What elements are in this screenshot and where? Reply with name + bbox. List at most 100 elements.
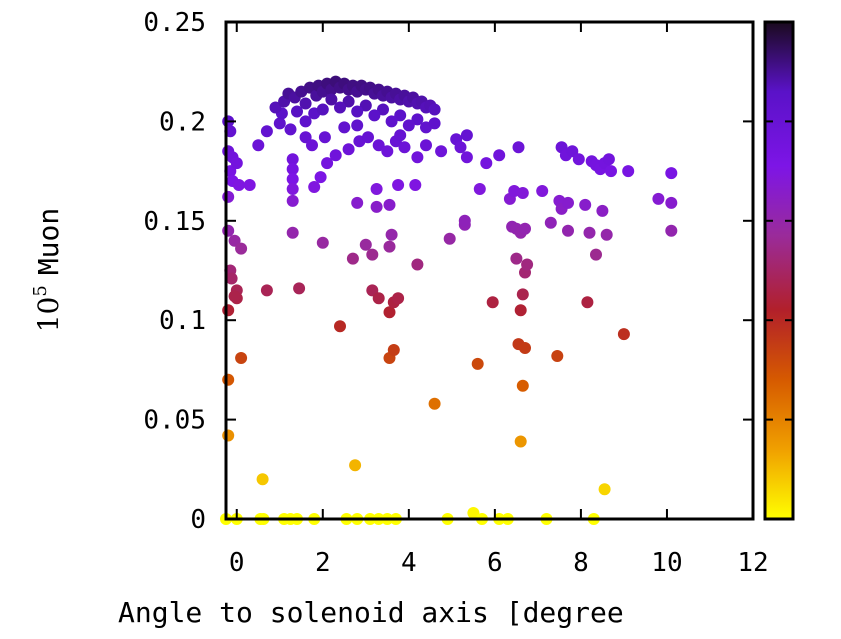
data-point — [652, 192, 665, 205]
data-point — [329, 149, 342, 162]
data-point — [460, 129, 473, 142]
data-point — [590, 248, 602, 261]
data-point — [260, 284, 273, 297]
data-point — [293, 282, 306, 295]
data-point — [600, 228, 613, 241]
y-tick-label: 0.2 — [159, 107, 206, 137]
data-point — [402, 119, 415, 132]
y-tick-label: 0.15 — [143, 207, 206, 237]
data-point — [409, 179, 422, 191]
y-tick-label: 0 — [190, 505, 206, 535]
data-point — [286, 153, 299, 166]
data-point — [291, 105, 303, 118]
data-point — [351, 105, 364, 118]
data-point — [458, 214, 471, 227]
axis-ticks — [226, 21, 754, 520]
data-point — [366, 248, 379, 261]
data-point — [370, 200, 383, 213]
data-point — [306, 139, 318, 152]
data-point — [222, 429, 235, 442]
y-tick-label: 0.1 — [159, 306, 206, 336]
data-point — [273, 117, 286, 130]
y-tick-label: 0.25 — [143, 8, 206, 38]
data-point — [342, 143, 355, 156]
data-point — [286, 194, 299, 207]
data-point — [349, 459, 362, 472]
data-point — [536, 185, 549, 197]
data-point — [420, 139, 432, 152]
data-point — [596, 204, 609, 217]
data-point — [235, 242, 248, 255]
data-point — [243, 179, 256, 191]
data-point — [622, 165, 635, 178]
data-point — [411, 151, 424, 164]
data-point — [368, 109, 381, 122]
data-point — [383, 240, 396, 253]
data-point — [544, 216, 557, 229]
x-tick-label: 0 — [229, 548, 245, 578]
data-point — [222, 373, 235, 386]
data-point — [377, 103, 389, 116]
data-point — [392, 179, 405, 191]
data-point — [519, 342, 531, 354]
colorbar-gradient — [763, 20, 795, 521]
data-point — [286, 226, 299, 239]
data-point — [398, 141, 411, 154]
data-point — [516, 187, 529, 199]
data-point — [222, 224, 235, 237]
data-point — [551, 350, 564, 362]
data-point — [222, 304, 235, 317]
data-point — [521, 258, 534, 271]
data-point — [516, 379, 529, 392]
data-point — [566, 145, 579, 158]
data-point — [359, 99, 372, 112]
data-point — [325, 93, 338, 106]
data-point — [460, 151, 473, 164]
data-point — [284, 123, 297, 136]
data-point — [316, 103, 329, 116]
data-point — [562, 224, 574, 237]
data-point — [486, 296, 499, 309]
data-point — [232, 179, 245, 191]
data-point — [579, 198, 592, 211]
data-point — [665, 196, 678, 209]
y-tick-labels: 0 0.05 0.1 0.15 0.2 0.25 — [143, 8, 206, 535]
x-tick-labels: 0 2 4 6 8 10 12 — [229, 548, 769, 578]
data-point — [480, 157, 493, 170]
data-point — [299, 131, 312, 144]
data-point — [381, 145, 394, 158]
data-point — [411, 113, 424, 126]
data-point — [510, 252, 523, 265]
data-point — [392, 292, 405, 305]
data-point — [383, 306, 396, 319]
x-tick-label: 8 — [573, 548, 589, 578]
y-axis-label-base: 10 — [32, 297, 65, 333]
data-point — [383, 198, 396, 211]
data-point — [252, 139, 265, 152]
data-point — [286, 163, 299, 176]
data-point — [493, 149, 506, 162]
data-point — [514, 435, 527, 448]
data-point — [443, 232, 456, 245]
data-point — [372, 292, 385, 305]
data-point — [372, 139, 385, 152]
x-tick-label: 10 — [651, 548, 682, 578]
y-axis-label-exponent: 5 — [30, 285, 51, 296]
data-point — [225, 272, 238, 285]
x-tick-label: 12 — [737, 548, 768, 578]
x-tick-label: 4 — [401, 548, 417, 578]
data-point — [428, 117, 441, 130]
data-point — [454, 141, 467, 154]
data-point — [299, 115, 312, 128]
data-point — [362, 131, 374, 144]
x-axis-label: Angle to solenoid axis [degree — [118, 596, 624, 629]
data-point — [411, 258, 424, 271]
data-point — [516, 288, 529, 301]
data-point — [230, 157, 243, 170]
data-point — [334, 101, 346, 114]
data-point — [346, 252, 359, 265]
data-point — [351, 196, 364, 209]
data-point — [385, 115, 398, 128]
data-point — [428, 103, 441, 116]
data-point — [286, 173, 299, 186]
